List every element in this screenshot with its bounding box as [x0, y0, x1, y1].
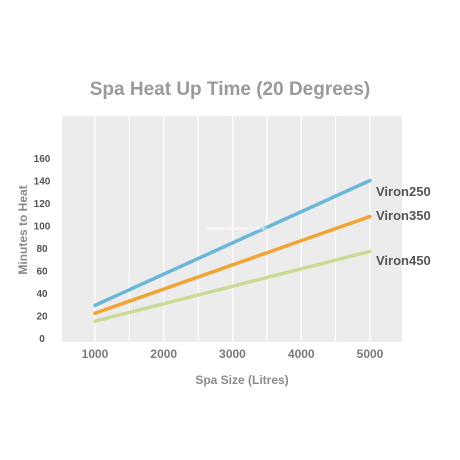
series-label-viron250: Viron250	[376, 184, 431, 199]
y-tick-label: 140	[34, 177, 51, 188]
series-line-viron350	[93, 214, 372, 315]
series-line-viron250	[93, 178, 372, 308]
y-tick-label: 60	[36, 267, 48, 278]
x-tick-label: 1000	[82, 347, 109, 361]
x-axis-ticks: 1000 2000 3000 4000 5000	[82, 347, 384, 361]
y-tick-label: 120	[34, 199, 51, 210]
series-label-viron350: Viron350	[376, 208, 431, 223]
y-tick-label: 20	[36, 312, 48, 323]
y-tick-label: 160	[34, 154, 51, 165]
chart-title: Spa Heat Up Time (20 Degrees)	[90, 79, 371, 100]
y-tick-label: 40	[36, 289, 48, 300]
series-lines	[93, 178, 372, 323]
x-axis-label: Spa Size (Litres)	[195, 373, 288, 387]
y-tick-label: 80	[36, 244, 48, 255]
x-tick-label: 5000	[357, 347, 384, 361]
x-tick-label: 2000	[150, 347, 177, 361]
x-tick-label: 4000	[288, 347, 315, 361]
series-label-viron450: Viron450	[376, 253, 431, 268]
y-axis-label: Minutes to Heat	[16, 185, 30, 274]
y-axis-ticks: 0 20 40 60 80 100 120 140 160	[34, 154, 51, 345]
y-tick-label: 0	[39, 334, 45, 345]
series-line-viron450	[93, 249, 372, 323]
x-tick-label: 3000	[219, 347, 246, 361]
series-labels: Viron250 Viron350 Viron450	[376, 184, 431, 268]
y-tick-label: 100	[34, 222, 51, 233]
watermark-text: HeaterAndSpaParts.com.au	[205, 226, 267, 232]
